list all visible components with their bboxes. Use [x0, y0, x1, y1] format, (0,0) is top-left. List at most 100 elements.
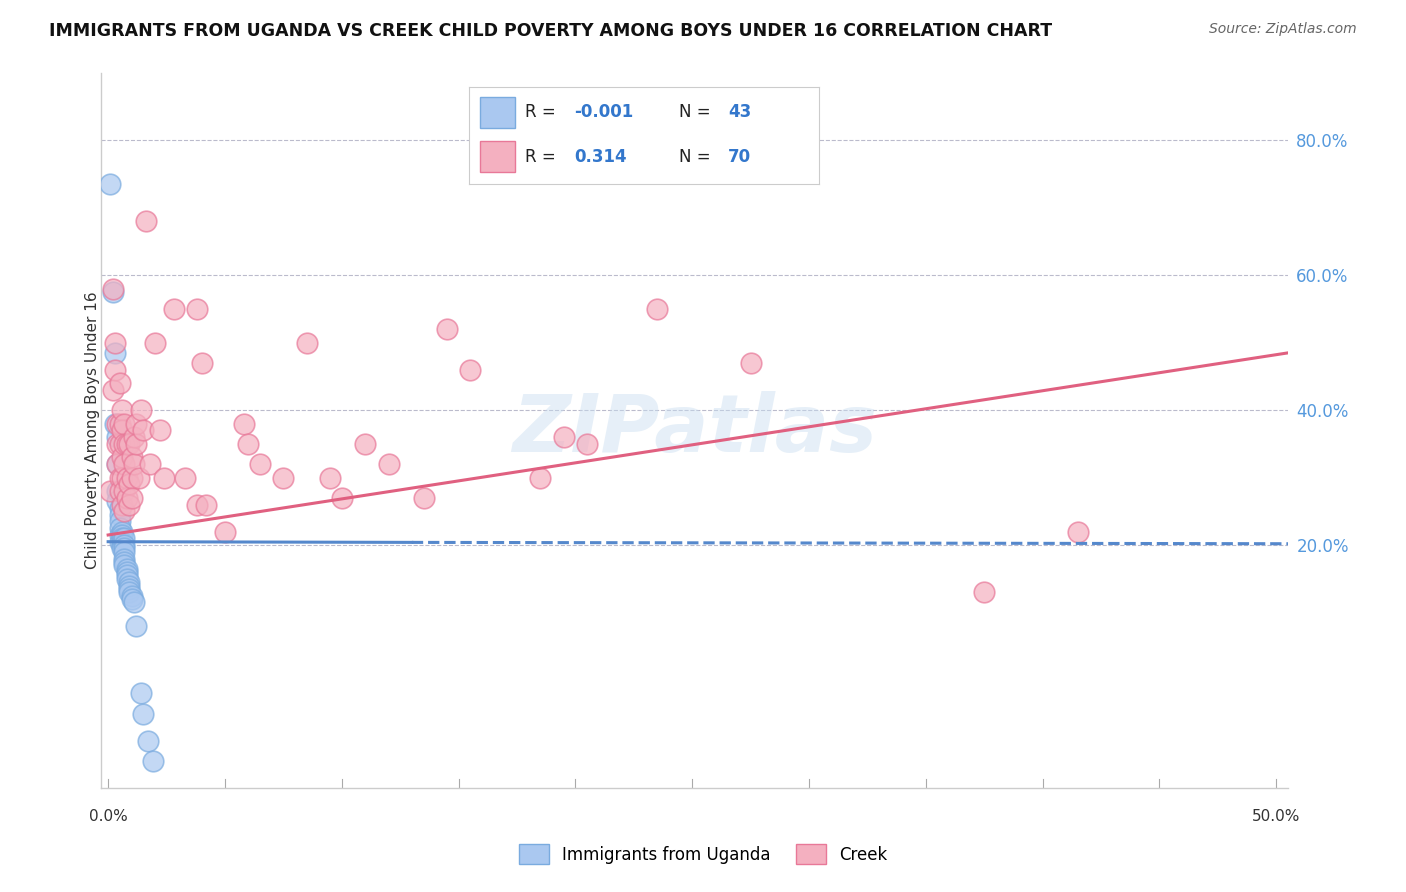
Point [107, 494, 129, 508]
Point [553, 430, 575, 444]
Legend: Immigrants from Uganda, Creek: Immigrants from Uganda, Creek [512, 838, 894, 871]
Point [111, 541, 134, 556]
Point [740, 356, 762, 370]
Y-axis label: Child Poverty Among Boys Under 16: Child Poverty Among Boys Under 16 [86, 292, 100, 569]
Point [195, 498, 218, 512]
Point [354, 437, 377, 451]
Point [249, 457, 271, 471]
Point [114, 504, 136, 518]
Point [107, 430, 129, 444]
Point [132, 424, 155, 438]
Point [115, 562, 138, 576]
Point [115, 437, 138, 451]
Point [973, 585, 995, 599]
Point [114, 417, 136, 431]
Point [122, 430, 145, 444]
Text: 50.0%: 50.0% [1253, 809, 1301, 824]
Point [143, 335, 166, 350]
Point [128, 470, 150, 484]
Point [576, 437, 599, 451]
Point [107, 417, 129, 431]
Point [121, 589, 143, 603]
Point [111, 524, 134, 539]
Point [118, 585, 141, 599]
Point [412, 491, 434, 505]
Point [135, 214, 157, 228]
Point [330, 491, 353, 505]
Point [104, 417, 127, 431]
Point [108, 417, 131, 431]
Point [111, 534, 134, 549]
Point [107, 457, 129, 471]
Point [108, 437, 131, 451]
Point [125, 437, 148, 451]
Point [114, 484, 136, 499]
Point [153, 470, 176, 484]
Point [104, 346, 127, 360]
Point [111, 470, 134, 484]
Point [529, 470, 551, 484]
Point [115, 568, 138, 582]
Text: 0.0%: 0.0% [89, 809, 128, 824]
Point [129, 403, 152, 417]
Point [295, 335, 318, 350]
Point [118, 582, 141, 596]
Point [115, 470, 138, 484]
Point [174, 470, 197, 484]
Point [107, 457, 129, 471]
Point [162, 301, 184, 316]
Point [118, 575, 141, 590]
Point [108, 470, 131, 484]
Point [121, 491, 143, 505]
Point [108, 508, 131, 522]
Point [377, 457, 399, 471]
Point [125, 619, 148, 633]
Point [114, 538, 136, 552]
Point [645, 301, 668, 316]
Point [114, 541, 136, 556]
Point [148, 424, 170, 438]
Point [186, 301, 208, 316]
Point [136, 733, 159, 747]
Point [101, 285, 124, 300]
Point [114, 558, 136, 573]
Point [319, 470, 342, 484]
Point [114, 437, 136, 451]
Point [104, 362, 127, 376]
Point [108, 528, 131, 542]
Point [114, 551, 136, 566]
Point [125, 417, 148, 431]
Point [111, 450, 134, 465]
Point [115, 491, 138, 505]
Point [111, 498, 134, 512]
Point [101, 282, 124, 296]
Point [273, 470, 295, 484]
Point [114, 532, 136, 546]
Point [108, 484, 131, 499]
Point [115, 572, 138, 586]
Point [111, 528, 134, 542]
Point [100, 178, 122, 192]
Point [107, 437, 129, 451]
Point [108, 500, 131, 515]
Point [214, 524, 236, 539]
Point [108, 521, 131, 535]
Point [141, 754, 163, 768]
Point [108, 515, 131, 529]
Point [114, 555, 136, 569]
Text: Source: ZipAtlas.com: Source: ZipAtlas.com [1209, 22, 1357, 37]
Point [100, 484, 122, 499]
Point [114, 545, 136, 559]
Point [186, 498, 208, 512]
Point [436, 322, 458, 336]
Point [107, 484, 129, 499]
Point [458, 362, 481, 376]
Point [118, 477, 141, 491]
Point [108, 534, 131, 549]
Point [101, 383, 124, 397]
Point [238, 437, 260, 451]
Point [118, 437, 141, 451]
Point [111, 403, 134, 417]
Point [139, 457, 162, 471]
Point [121, 592, 143, 607]
